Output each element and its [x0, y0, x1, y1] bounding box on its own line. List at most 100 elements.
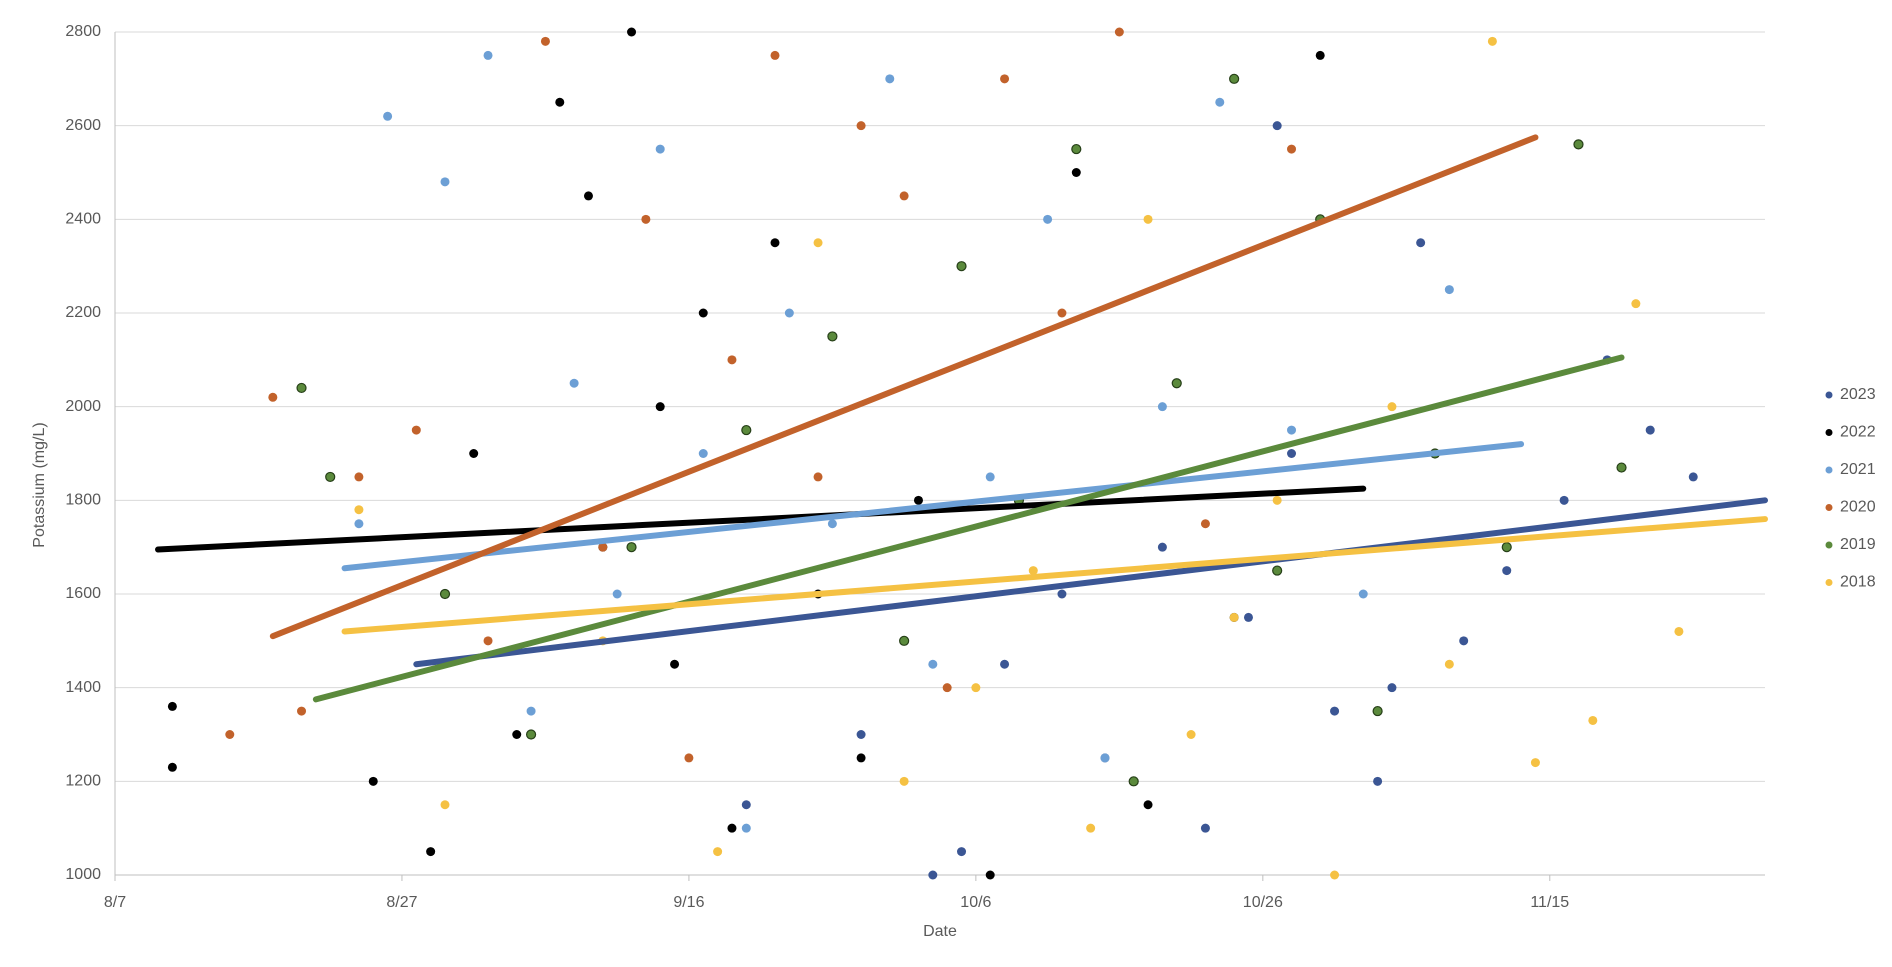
scatter-point [469, 449, 479, 458]
scatter-point [1243, 612, 1253, 622]
scatter-point [525, 729, 537, 740]
x-tick-label: 8/7 [104, 894, 126, 911]
scatter-point [354, 519, 364, 529]
scatter-point [1287, 144, 1297, 154]
scatter-point [1128, 776, 1139, 787]
legend-marker [1825, 429, 1833, 436]
legend-label: 2023 [1840, 386, 1876, 403]
scatter-point [1186, 730, 1196, 739]
scatter-point [325, 471, 336, 483]
scatter-point [1373, 776, 1383, 786]
y-tick-label: 2000 [65, 398, 101, 415]
y-tick-label: 2400 [65, 211, 101, 228]
scatter-point [1028, 566, 1038, 576]
scatter-point [670, 659, 680, 669]
scatter-point [1200, 823, 1210, 833]
scatter-point [741, 823, 751, 833]
scatter-point [1559, 495, 1569, 505]
x-tick-label: 9/16 [673, 894, 704, 911]
scatter-point [784, 308, 794, 318]
scatter-point [225, 730, 235, 739]
scatter-point [942, 683, 952, 693]
scatter-point [1229, 73, 1240, 84]
scatter-point [813, 238, 823, 248]
scatter-point [698, 449, 708, 458]
scatter-point [655, 402, 665, 412]
legend-label: 2019 [1840, 536, 1876, 553]
scatter-point [354, 505, 364, 515]
scatter-point [1502, 566, 1512, 576]
scatter-point [1588, 715, 1598, 725]
scatter-point [268, 392, 278, 402]
scatter-point [1057, 589, 1067, 599]
scatter-point [1272, 121, 1282, 131]
legend-marker [1825, 504, 1833, 511]
x-tick-label: 11/15 [1530, 894, 1569, 911]
scatter-point [368, 776, 378, 786]
scatter-point [1071, 143, 1082, 155]
scatter-point [555, 97, 565, 107]
x-tick-label: 8/27 [386, 894, 417, 911]
trendline [312, 354, 1625, 703]
scatter-point [956, 261, 967, 272]
scatter-point [1287, 449, 1297, 458]
scatter-point [1358, 589, 1368, 599]
scatter-point [1645, 425, 1655, 435]
scatter-point [296, 382, 307, 394]
scatter-point [1616, 462, 1627, 473]
scatter-point [1631, 299, 1641, 309]
scatter-point [1444, 659, 1454, 669]
scatter-point [1071, 168, 1081, 177]
scatter-point [483, 50, 493, 60]
scatter-point [827, 331, 838, 342]
scatter-point [770, 238, 780, 248]
legend-label: 2020 [1840, 499, 1876, 516]
trendline [269, 134, 1539, 640]
legend-marker [1825, 579, 1833, 586]
scatter-point [1086, 823, 1096, 833]
x-axis-label: Date [923, 923, 957, 940]
scatter-point [741, 800, 751, 810]
scatter-point [1487, 36, 1497, 46]
x-tick-label: 10/6 [960, 894, 991, 911]
scatter-point [1287, 425, 1297, 435]
scatter-point [526, 706, 536, 716]
trendline [413, 497, 1768, 668]
scatter-point [411, 425, 421, 435]
scatter-point [1272, 495, 1282, 505]
scatter-point [1387, 683, 1397, 693]
scatter-point [1000, 74, 1010, 84]
scatter-point [1530, 758, 1540, 768]
y-tick-label: 1800 [65, 492, 101, 509]
scatter-point [655, 144, 665, 154]
scatter-point [1688, 472, 1698, 482]
legend-marker [1825, 541, 1833, 549]
scatter-point [770, 50, 780, 60]
legend-marker [1825, 391, 1833, 399]
y-tick-label: 1000 [65, 866, 101, 883]
scatter-point [827, 519, 837, 529]
scatter-point [1215, 97, 1225, 107]
x-tick-label: 10/26 [1243, 894, 1283, 911]
scatter-point [1444, 285, 1454, 295]
scatter-point [928, 659, 938, 669]
y-tick-label: 1200 [65, 773, 101, 790]
scatter-point [727, 823, 737, 833]
scatter-point [1200, 519, 1210, 529]
scatter-point [928, 870, 938, 880]
y-axis-label: Potassium (mg/L) [31, 422, 48, 547]
scatter-point [1501, 542, 1512, 553]
y-tick-label: 2200 [65, 304, 101, 321]
scatter-point [612, 589, 622, 599]
scatter-point [626, 542, 637, 553]
y-tick-label: 1600 [65, 585, 101, 602]
scatter-point [483, 636, 493, 646]
scatter-point [1157, 402, 1167, 412]
scatter-point [426, 847, 436, 857]
scatter-point [1057, 308, 1067, 318]
scatter-point [439, 588, 451, 600]
trendline [155, 485, 1367, 553]
scatter-point [440, 177, 450, 187]
scatter-point [985, 472, 995, 482]
scatter-point [713, 847, 723, 857]
